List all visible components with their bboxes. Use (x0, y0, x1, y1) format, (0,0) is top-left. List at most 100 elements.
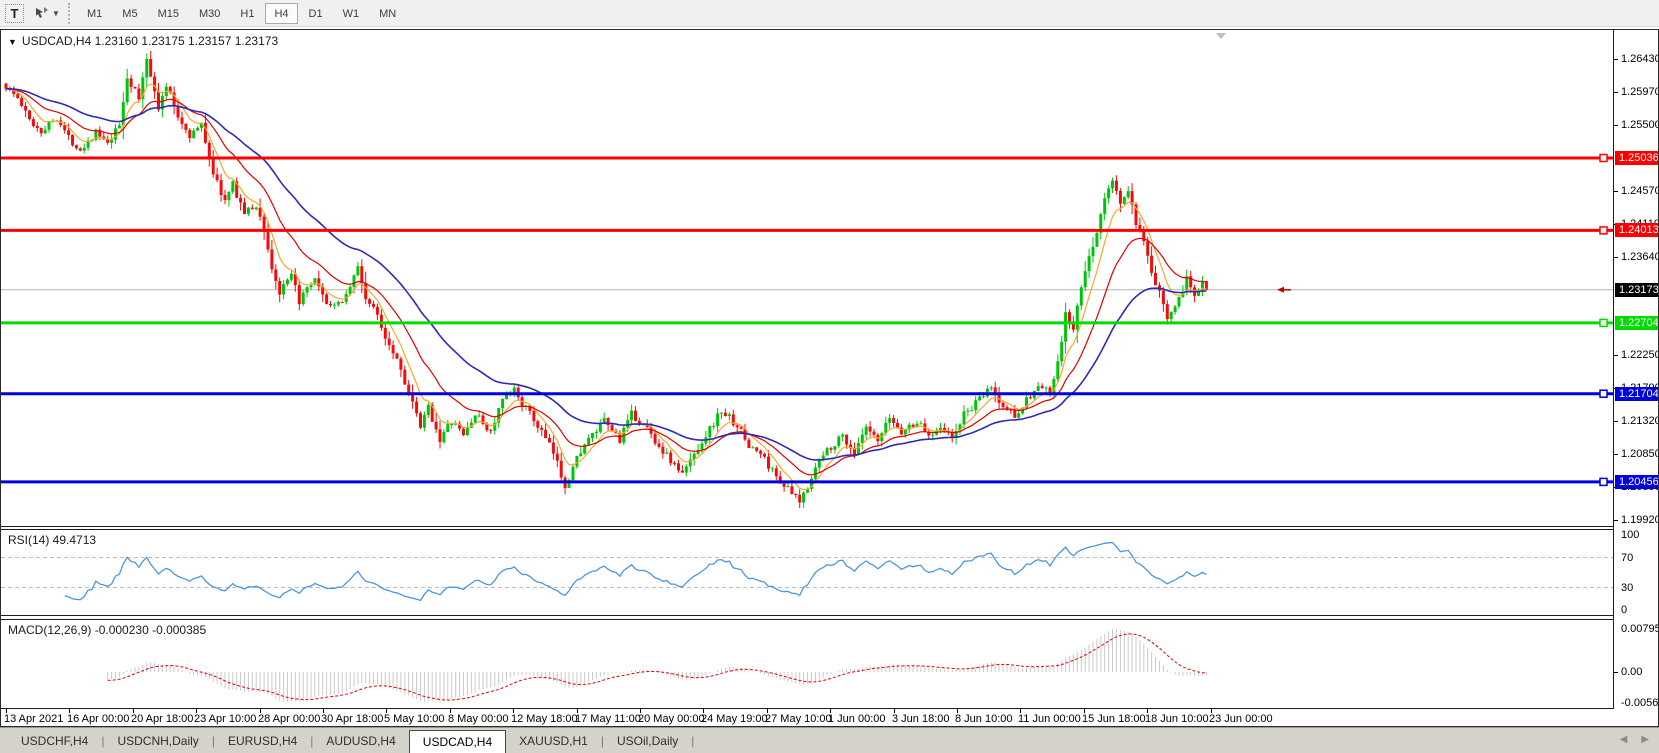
time-tick (133, 709, 134, 713)
time-tick-label: 27 May 10:00 (765, 713, 832, 725)
price-tick (1614, 355, 1618, 356)
time-tick-label: 20 May 00:00 (638, 713, 705, 725)
time-tick-label: 8 Jun 10:00 (955, 713, 1013, 725)
timeframe-button-m30[interactable]: M30 (198, 8, 221, 20)
time-tick-label: 11 Jun 00:00 (1018, 713, 1081, 725)
hline-price-label: 1.22704 (1615, 316, 1659, 330)
ma-line-40 (6, 87, 1207, 461)
time-tick (830, 709, 831, 713)
rsi-indicator-label: RSI(14) 49.4713 (8, 533, 97, 547)
price-tick-label: 1.25970 (1621, 86, 1659, 98)
time-tick (957, 709, 958, 713)
macd-scale-label: 0.007959 (1621, 623, 1659, 635)
tab-scroll-right-icon[interactable]: ▶ (1641, 734, 1649, 745)
candlestick-series (4, 51, 1208, 508)
time-axis[interactable]: 13 Apr 2021 16 Apr 00:00 20 Apr 18:00 23… (1, 709, 1613, 726)
hline-price-label: 1.20456 (1615, 475, 1659, 489)
time-tick-label: 8 May 00:00 (448, 713, 509, 725)
timeframe-button-d1[interactable]: D1 (308, 8, 323, 20)
hline-1.21704[interactable] (1, 389, 1613, 398)
price-tick-label: 1.20850 (1621, 448, 1659, 460)
time-tick-label: 28 Apr 00:00 (258, 713, 321, 725)
time-tick (323, 709, 324, 713)
macd-pane-bottom-border (1, 708, 1613, 709)
price-axis[interactable]: 1.26430 1.25970 1.25500 1.24570 1.24110 … (1613, 29, 1659, 709)
chart-title-text: USDCAD,H4 1.23160 1.23175 1.23157 1.2317… (21, 34, 279, 48)
price-tick (1614, 92, 1618, 93)
rsi-scale-label: 70 (1621, 552, 1634, 564)
chart-tab-audusd-h4[interactable]: AUDUSD,H4 (326, 734, 396, 748)
chart-tab-eurusd-h4[interactable]: EURUSD,H4 (227, 734, 298, 748)
time-tick (450, 709, 451, 713)
chart-tab-usdcad-h4[interactable]: USDCAD,H4 (408, 730, 507, 753)
time-tick-label: 3 Jun 18:00 (892, 713, 950, 725)
current-price-label: 1.23173 (1615, 283, 1659, 297)
price-tick (1614, 191, 1618, 192)
price-tick (1614, 421, 1618, 422)
tab-scroll-left-icon[interactable]: ◀ (1619, 734, 1628, 745)
tab-separator: | (600, 734, 604, 748)
timeframe-button-w1[interactable]: W1 (342, 8, 360, 20)
rsi-scale-label: 0 (1621, 604, 1628, 616)
tab-separator: | (691, 734, 695, 748)
chart-tabs: USDCHF,H4 | USDCNH,Daily | EURUSD,H4 | AUDUSD,… (8, 728, 694, 753)
price-tick (1614, 520, 1618, 521)
hline-1.24013[interactable] (1, 226, 1613, 235)
pane-separator-main-rsi[interactable] (1, 526, 1613, 530)
timeframe-button-m5[interactable]: M5 (122, 8, 138, 20)
chart-shift-marker-icon[interactable] (1216, 33, 1226, 39)
chart-tab-usdcnh-daily[interactable]: USDCNH,Daily (117, 734, 199, 748)
time-tick (513, 709, 514, 713)
chart-title[interactable]: ▼ USDCAD,H4 1.23160 1.23175 1.23157 1.231… (8, 34, 278, 48)
rsi-pane[interactable] (1, 530, 1613, 615)
hline-1.20456[interactable] (1, 477, 1613, 487)
toolbar: T ▼ M1 M5 M15 M30 H1 H4 D1 W1 MN (0, 0, 1659, 27)
time-tick-label: 18 Jun 10:00 (1145, 713, 1209, 725)
chart-tab-usdchf-h4[interactable]: USDCHF,H4 (21, 734, 89, 748)
time-tick (6, 709, 7, 713)
ma-line-7 (5, 83, 1207, 491)
time-tick-label: 12 May 18:00 (511, 713, 578, 725)
price-tick-label: 1.23640 (1621, 251, 1659, 263)
time-tick (767, 709, 768, 713)
timeframe-button-h4[interactable]: H4 (265, 3, 298, 24)
time-tick-label: 15 Jun 18:00 (1082, 713, 1146, 725)
arrow-tools-button[interactable]: ▼ (32, 4, 62, 23)
price-tick (1614, 125, 1618, 126)
price-tick-label: 1.24570 (1621, 185, 1659, 197)
timeframe-button-h1[interactable]: H1 (240, 8, 255, 20)
timeframe-button-mn[interactable]: MN (379, 8, 397, 20)
price-tick (1614, 257, 1618, 258)
main-chart-pane[interactable] (1, 30, 1613, 526)
chevron-down-icon: ▼ (52, 9, 60, 18)
ma-line-18 (6, 88, 1207, 476)
timeframe-button-m15[interactable]: M15 (157, 8, 179, 20)
time-tick (577, 709, 578, 713)
tab-scroll-controls: ◀ ▶ (1620, 734, 1649, 745)
chart-tab-usoil-daily[interactable]: USOil,Daily (616, 734, 679, 748)
time-tick-label: 5 May 10:00 (384, 713, 445, 725)
macd-scale-label: -0.005663 (1621, 697, 1659, 709)
time-tick (1147, 709, 1148, 713)
rsi-line (64, 541, 1207, 602)
hline-price-label: 1.25036 (1615, 151, 1659, 165)
pane-separator-rsi-macd[interactable] (1, 615, 1613, 620)
hline-1.22704[interactable] (1, 318, 1613, 328)
macd-pane[interactable] (1, 620, 1613, 708)
hline-1.25036[interactable] (1, 153, 1613, 163)
rsi-scale-label: 100 (1621, 529, 1640, 541)
chart-tab-bar: USDCHF,H4 | USDCNH,Daily | EURUSD,H4 | AUDUSD,… (0, 727, 1659, 753)
time-tick-label: 16 Apr 00:00 (67, 713, 130, 725)
time-tick (1084, 709, 1085, 713)
chart-tab-xauusd-h1[interactable]: XAUUSD,H1 (519, 734, 588, 748)
price-tick-label: 1.25500 (1621, 119, 1659, 131)
text-tool-button[interactable]: T (5, 4, 24, 23)
tab-separator: | (310, 734, 314, 748)
timeframe-button-m1[interactable]: M1 (87, 8, 103, 20)
time-tick-label: 30 Apr 18:00 (321, 713, 384, 725)
price-tick (1614, 59, 1618, 60)
time-tick (703, 709, 704, 713)
toolbar-grip[interactable] (68, 3, 71, 24)
chart-menu-icon[interactable]: ▼ (8, 37, 17, 47)
rsi-scale-label: 30 (1621, 582, 1634, 594)
